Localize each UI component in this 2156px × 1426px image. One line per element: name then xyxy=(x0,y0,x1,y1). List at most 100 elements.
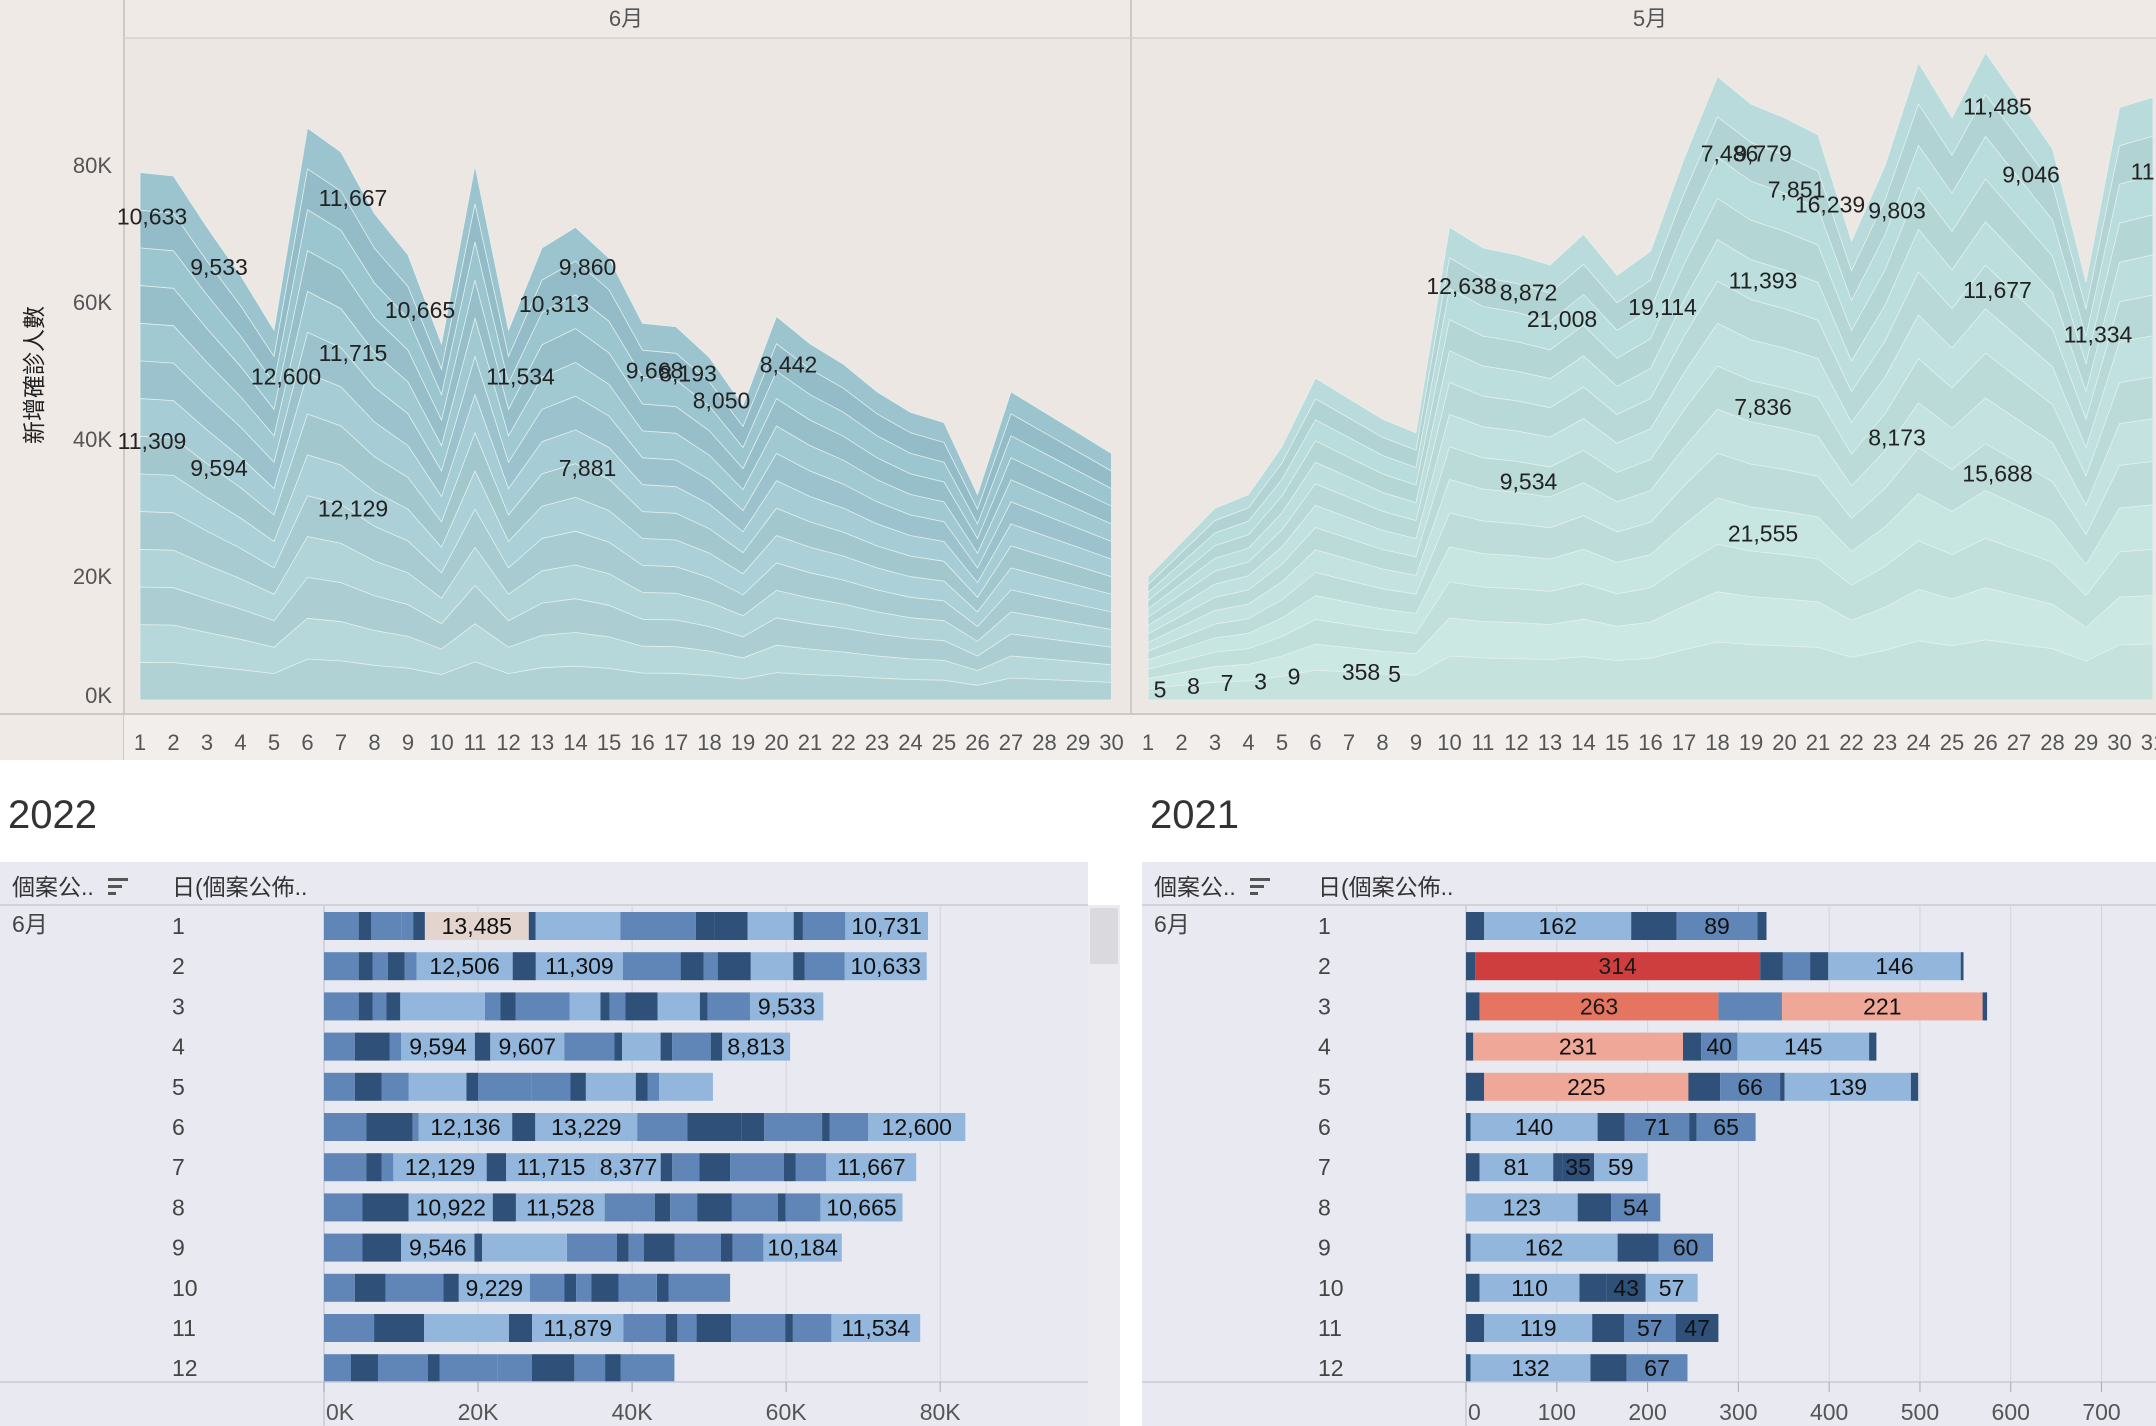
bar-segment xyxy=(366,1113,413,1141)
bar-value-label: 12,129 xyxy=(405,1154,475,1180)
bar-segment xyxy=(1701,1032,1738,1061)
bar-segment xyxy=(358,952,373,981)
bar-segment xyxy=(868,1113,966,1141)
bar-segment xyxy=(695,912,715,940)
bar-segment xyxy=(617,1233,629,1262)
bar-segment xyxy=(413,912,425,940)
bar-segment xyxy=(1590,1354,1627,1383)
panel-header-june: 6月 xyxy=(609,6,643,31)
area-data-label: 10,633 xyxy=(117,204,187,230)
y-tick: 80K xyxy=(73,153,112,178)
x-tick: 22 xyxy=(831,730,855,755)
area-data-label: 9,046 xyxy=(2002,162,2060,188)
bar-segment xyxy=(1626,1354,1688,1383)
bar-segment xyxy=(654,1193,671,1222)
bar-value-label: 11,309 xyxy=(545,953,614,979)
area-data-label: 9,668 xyxy=(626,357,684,383)
bar-segment xyxy=(585,1072,636,1101)
x-tick: 22 xyxy=(1839,730,1863,755)
bar-segment xyxy=(408,1193,493,1222)
bar-segment xyxy=(750,952,794,981)
x-tick: 14 xyxy=(1571,730,1595,755)
bar-segment xyxy=(418,1113,513,1141)
bar-segment xyxy=(604,1193,655,1222)
bar-segment xyxy=(622,1032,661,1061)
bar-segment xyxy=(764,1113,823,1141)
axis-tick-label: 0K xyxy=(326,1399,355,1425)
column-header-month[interactable]: 個案公.. xyxy=(1154,874,1236,900)
column-header-day[interactable]: 日(個案公佈.. xyxy=(1318,874,1453,900)
bar-segment xyxy=(564,1032,615,1061)
bar-segment xyxy=(1782,952,1811,981)
column-header-month[interactable]: 個案公.. xyxy=(12,874,94,900)
bar-segment xyxy=(1479,992,1719,1021)
bar-segment xyxy=(1479,1153,1554,1182)
area-data-label: 15,688 xyxy=(1962,460,2032,486)
bar-segment xyxy=(696,1314,732,1342)
area-data-label: 12,129 xyxy=(318,495,388,521)
bar-value-label: 9,594 xyxy=(409,1034,467,1060)
x-tick: 28 xyxy=(1032,730,1056,755)
area-data-label: 21,008 xyxy=(1527,306,1597,332)
scrollbar-track[interactable] xyxy=(1088,905,1120,1426)
bar-segment xyxy=(324,1314,375,1342)
sort-icon[interactable] xyxy=(1250,878,1270,895)
bar-segment xyxy=(600,992,610,1021)
bar-segment xyxy=(845,912,928,940)
bar-segment xyxy=(625,992,658,1021)
bar-segment xyxy=(1470,1113,1598,1141)
bar-segment xyxy=(371,912,402,940)
bar-value-label: 162 xyxy=(1539,913,1577,939)
area-data-label: 8,193 xyxy=(659,360,717,386)
bar-segment xyxy=(1579,1273,1607,1302)
area-data-label: 11,677 xyxy=(1963,277,2032,303)
bar-segment xyxy=(1645,1273,1698,1302)
area-data-label: 11,640 xyxy=(2131,159,2156,185)
bar-value-label: 35 xyxy=(1565,1154,1591,1180)
bar-segment xyxy=(605,1354,621,1383)
bar-segment xyxy=(535,952,623,981)
bar-segment xyxy=(416,952,513,981)
x-tick: 31 xyxy=(2141,730,2156,755)
bar-segment xyxy=(1720,1072,1781,1101)
row-day-label: 11 xyxy=(1318,1315,1342,1341)
bar-segment xyxy=(596,1153,661,1182)
bar-segment xyxy=(623,952,681,981)
scrollbar-thumb[interactable] xyxy=(1090,908,1118,964)
x-tick: 25 xyxy=(932,730,956,755)
x-tick: 19 xyxy=(731,730,755,755)
bar-segment xyxy=(1553,1153,1563,1182)
bar-value-label: 231 xyxy=(1559,1034,1597,1060)
sort-icon[interactable] xyxy=(108,878,128,895)
bar-segment xyxy=(570,1072,586,1101)
area-data-label: 7,486 xyxy=(1701,140,1759,166)
y-tick: 60K xyxy=(73,290,112,315)
bar-segment xyxy=(393,1153,487,1182)
bar-segment xyxy=(623,1314,666,1342)
bar-segment xyxy=(324,992,359,1021)
bar-value-label: 12,600 xyxy=(882,1114,952,1140)
area-data-label: 8,442 xyxy=(760,351,818,377)
area-data-label: 11,393 xyxy=(1729,267,1798,293)
bar-segment xyxy=(408,1072,467,1101)
area-data-label: 19,114 xyxy=(1628,294,1697,320)
x-tick: 14 xyxy=(563,730,587,755)
bar-segment xyxy=(721,1233,733,1262)
bar-segment xyxy=(478,1072,532,1101)
bar-segment xyxy=(1683,1032,1702,1061)
row-day-label: 5 xyxy=(172,1074,185,1100)
bar-segment xyxy=(532,1354,575,1383)
bar-segment xyxy=(1960,952,1964,981)
bar-value-label: 81 xyxy=(1504,1154,1530,1180)
column-header-day[interactable]: 日(個案公佈.. xyxy=(172,874,307,900)
month-label: 6月 xyxy=(12,911,48,937)
area-layer xyxy=(1147,639,2154,701)
bar-chart-title: 2022 xyxy=(8,793,97,837)
bar-segment xyxy=(680,952,704,981)
bar-value-label: 11,534 xyxy=(841,1315,910,1341)
bar-segment xyxy=(618,1273,657,1302)
bar-segment xyxy=(785,1314,793,1342)
bar-segment xyxy=(1475,952,1761,981)
bar-segment xyxy=(512,1113,536,1141)
bar-segment xyxy=(1466,1113,1471,1141)
